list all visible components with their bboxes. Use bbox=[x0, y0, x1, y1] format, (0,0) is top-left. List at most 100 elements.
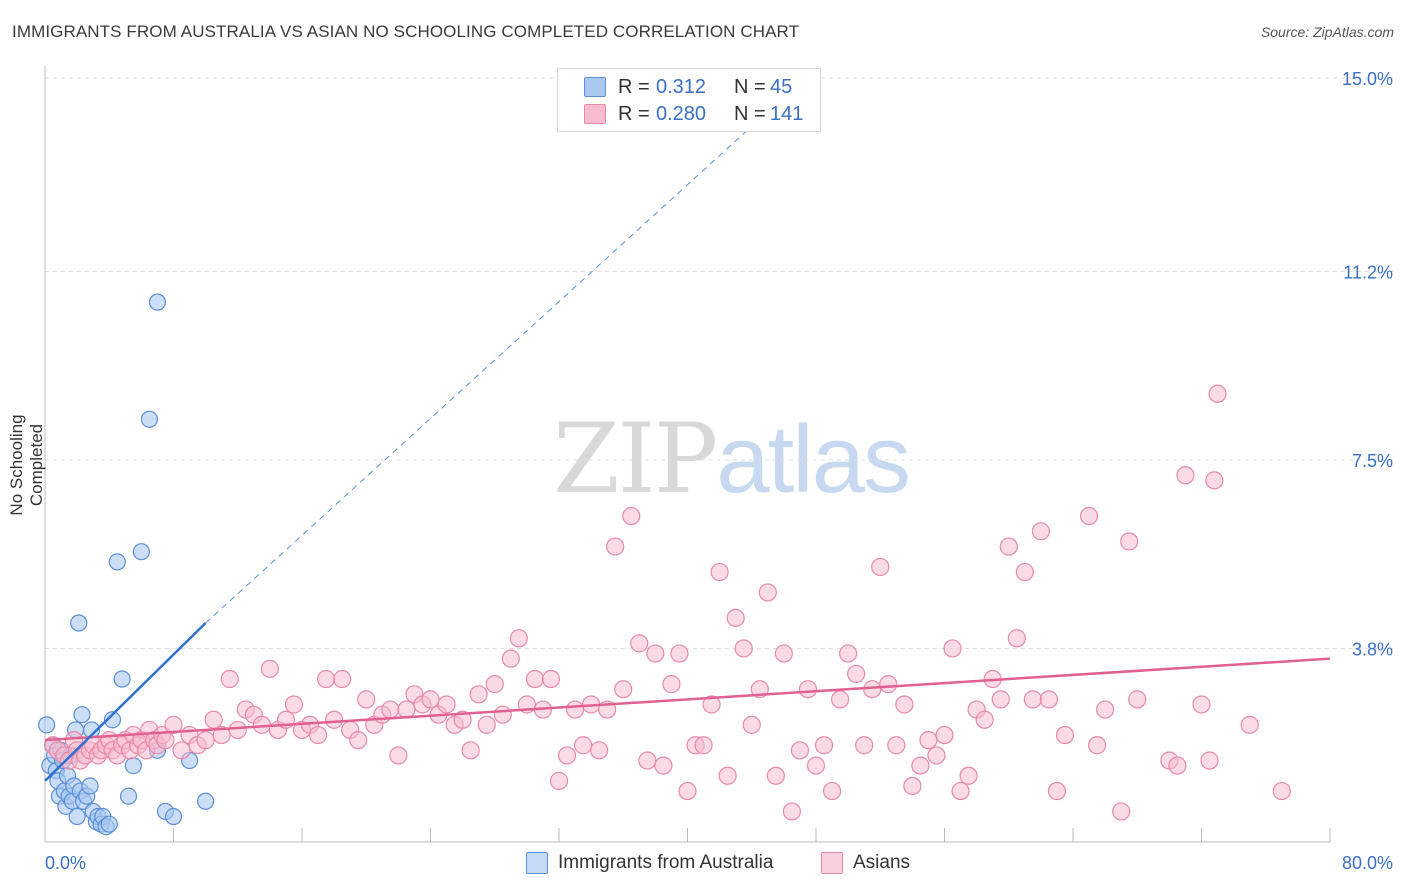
data-point-asians bbox=[316, 669, 336, 689]
data-point-asians bbox=[606, 537, 625, 556]
data-point-asians bbox=[1031, 522, 1050, 541]
data-point-asians bbox=[421, 690, 440, 709]
data-point-australia bbox=[108, 553, 126, 571]
data-point-asians bbox=[871, 557, 890, 577]
data-point-asians bbox=[678, 781, 697, 801]
data-point-asians bbox=[798, 680, 818, 699]
trend-line-asians bbox=[44, 657, 1331, 742]
data-point-asians bbox=[1168, 756, 1187, 775]
data-point-asians bbox=[710, 562, 729, 582]
data-point-asians bbox=[1096, 700, 1115, 719]
legend-r-value: 0.280 bbox=[656, 102, 707, 125]
data-point-asians bbox=[1087, 736, 1107, 755]
data-point-asians bbox=[549, 771, 569, 790]
data-point-asians bbox=[1192, 695, 1211, 714]
x-tick-label: 0.0% bbox=[45, 853, 86, 873]
data-point-asians bbox=[702, 695, 721, 714]
data-point-asians bbox=[774, 644, 793, 663]
data-point-asians bbox=[1055, 725, 1075, 745]
y-axis-label: No Schooling Completed bbox=[7, 414, 46, 516]
data-point-asians bbox=[565, 700, 585, 719]
data-point-asians bbox=[919, 731, 938, 750]
data-point-asians bbox=[959, 766, 978, 785]
data-point-asians bbox=[911, 756, 930, 775]
data-point-asians bbox=[260, 659, 279, 678]
series-swatch-blue bbox=[526, 852, 548, 874]
series-legend-asians[interactable]: Asians bbox=[821, 852, 910, 874]
data-point-australia bbox=[132, 543, 150, 561]
data-point-asians bbox=[758, 583, 777, 602]
data-point-asians bbox=[477, 715, 496, 734]
data-point-asians bbox=[654, 756, 673, 775]
series-legend-label: Immigrants from Australia bbox=[558, 852, 774, 873]
data-point-asians bbox=[895, 695, 914, 714]
data-point-asians bbox=[839, 644, 858, 663]
data-point-asians bbox=[927, 746, 946, 765]
data-point-australia bbox=[73, 706, 91, 724]
data-point-asians bbox=[887, 736, 906, 755]
data-point-asians bbox=[453, 710, 472, 729]
data-point-asians bbox=[228, 720, 247, 740]
data-point-asians bbox=[212, 725, 231, 745]
data-point-australia bbox=[100, 815, 118, 833]
data-point-asians bbox=[509, 629, 528, 648]
data-point-asians bbox=[357, 690, 376, 709]
data-point-asians bbox=[766, 766, 785, 785]
data-point-australia bbox=[164, 807, 183, 826]
legend-n-label: N = bbox=[734, 75, 766, 98]
data-point-asians bbox=[975, 710, 994, 729]
data-point-asians bbox=[694, 736, 713, 755]
page-title: IMMIGRANTS FROM AUSTRALIA VS ASIAN NO SC… bbox=[12, 22, 800, 41]
data-point-asians bbox=[1240, 715, 1259, 734]
axes bbox=[44, 66, 1331, 843]
legend-row-asians: R = 0.280 N = 141 bbox=[584, 102, 803, 126]
data-point-asians bbox=[1120, 532, 1139, 551]
data-point-asians bbox=[935, 725, 954, 745]
data-point-asians bbox=[646, 644, 665, 663]
data-point-australia bbox=[119, 787, 138, 805]
legend-swatch-pink bbox=[584, 104, 606, 124]
y-tick-label: 11.2% bbox=[1343, 263, 1393, 283]
data-point-asians bbox=[389, 746, 408, 765]
data-point-australia bbox=[38, 716, 56, 734]
data-point-asians bbox=[1112, 802, 1131, 821]
data-point-asians bbox=[1047, 781, 1067, 801]
data-point-australia bbox=[70, 614, 88, 632]
legend-swatch-blue bbox=[584, 77, 606, 97]
data-point-asians bbox=[525, 669, 545, 689]
data-point-australia bbox=[197, 792, 215, 810]
data-point-asians bbox=[1200, 751, 1219, 770]
data-point-asians bbox=[726, 608, 745, 627]
data-point-asians bbox=[1079, 506, 1099, 526]
legend-r-label: R = bbox=[618, 102, 650, 125]
data-point-asians bbox=[903, 776, 922, 796]
correlation-legend: R = 0.312 N = 45 R = 0.280 N = 141 bbox=[557, 68, 821, 132]
trend-line-australia-extension bbox=[205, 67, 817, 624]
data-point-asians bbox=[590, 741, 609, 760]
data-point-asians bbox=[501, 649, 520, 668]
data-point-asians bbox=[814, 736, 834, 755]
data-point-asians bbox=[325, 710, 344, 729]
data-point-asians bbox=[951, 781, 970, 801]
series-legend: Immigrants from Australia Asians bbox=[0, 852, 1406, 878]
data-point-asians bbox=[220, 669, 239, 689]
data-point-asians bbox=[333, 669, 352, 689]
data-point-australia bbox=[81, 777, 99, 795]
series-legend-australia[interactable]: Immigrants from Australia bbox=[526, 852, 773, 874]
data-point-asians bbox=[622, 506, 641, 526]
data-point-asians bbox=[541, 669, 561, 689]
data-point-australia bbox=[68, 807, 86, 826]
data-point-asians bbox=[573, 736, 593, 755]
data-point-asians bbox=[1205, 471, 1224, 490]
data-point-asians bbox=[734, 639, 753, 658]
data-point-asians bbox=[469, 685, 488, 704]
data-point-australia bbox=[113, 670, 131, 688]
data-point-asians bbox=[204, 710, 223, 729]
data-point-asians bbox=[662, 675, 681, 694]
y-tick-label: 7.5% bbox=[1352, 451, 1393, 471]
legend-n-value: 45 bbox=[770, 75, 793, 98]
data-point-asians bbox=[879, 675, 898, 694]
data-point-asians bbox=[156, 731, 175, 750]
data-point-asians bbox=[943, 639, 962, 658]
data-point-asians bbox=[999, 537, 1018, 556]
